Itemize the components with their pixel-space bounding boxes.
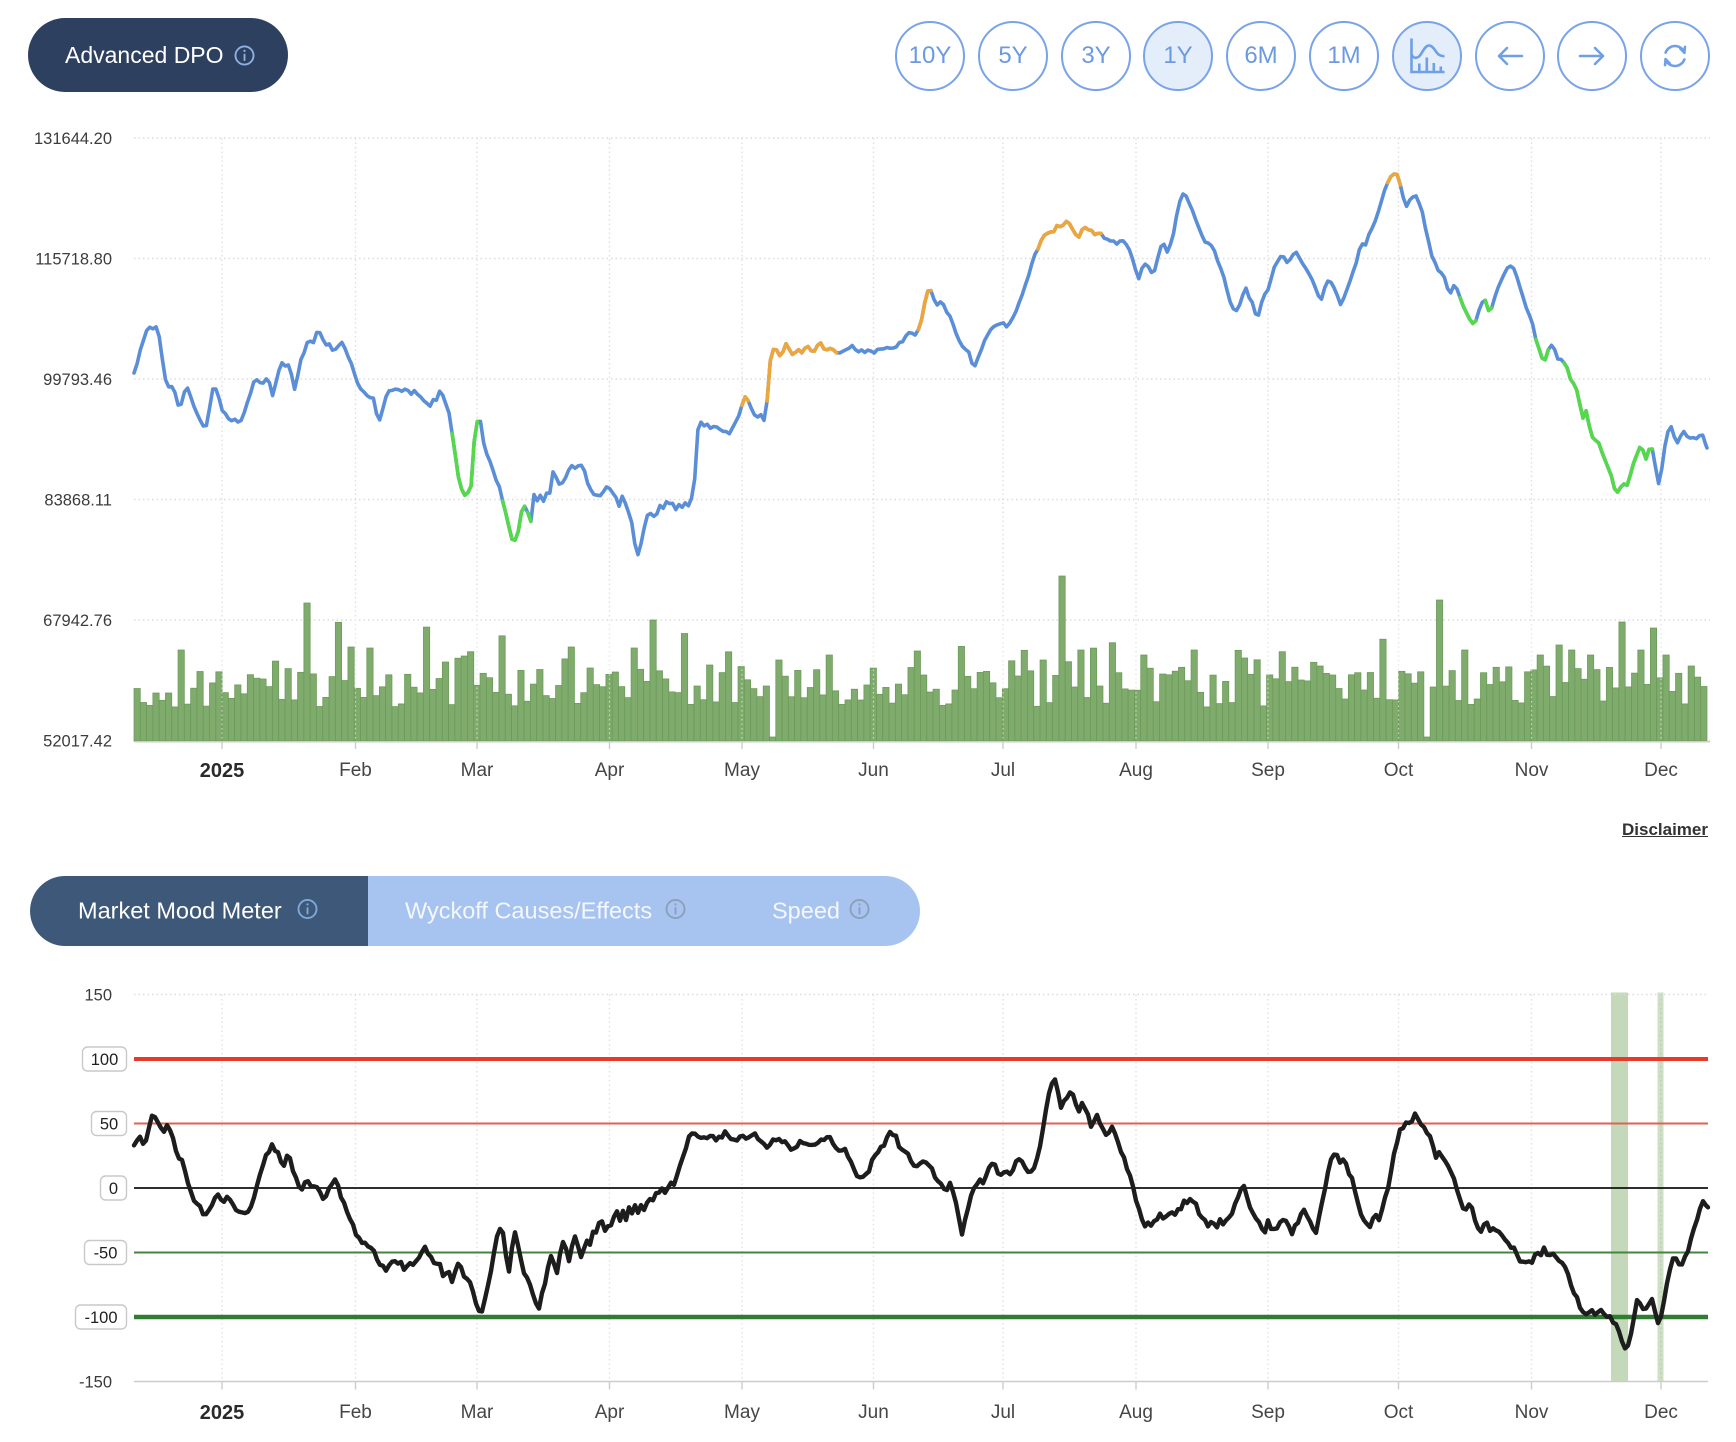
svg-text:150: 150 bbox=[84, 987, 112, 1005]
svg-text:Jul: Jul bbox=[991, 1402, 1015, 1423]
svg-text:Feb: Feb bbox=[339, 760, 372, 781]
svg-text:May: May bbox=[724, 1402, 760, 1423]
svg-text:Feb: Feb bbox=[339, 1402, 372, 1423]
svg-text:115718.80: 115718.80 bbox=[35, 251, 112, 269]
svg-text:Aug: Aug bbox=[1119, 760, 1153, 781]
svg-text:Jun: Jun bbox=[858, 760, 889, 781]
svg-text:Oct: Oct bbox=[1384, 760, 1414, 781]
svg-text:52017.42: 52017.42 bbox=[43, 733, 112, 751]
svg-text:67942.76: 67942.76 bbox=[43, 612, 112, 630]
svg-text:Jul: Jul bbox=[991, 760, 1015, 781]
svg-text:0: 0 bbox=[109, 1180, 118, 1198]
svg-text:Sep: Sep bbox=[1251, 760, 1285, 781]
svg-text:Apr: Apr bbox=[595, 760, 625, 781]
svg-text:Dec: Dec bbox=[1644, 760, 1678, 781]
svg-text:2025: 2025 bbox=[200, 760, 245, 782]
svg-text:2025: 2025 bbox=[200, 1402, 245, 1424]
svg-text:Sep: Sep bbox=[1251, 1402, 1285, 1423]
svg-text:-150: -150 bbox=[79, 1374, 112, 1392]
svg-text:83868.11: 83868.11 bbox=[44, 492, 112, 510]
svg-text:Mar: Mar bbox=[461, 1402, 494, 1423]
svg-text:Nov: Nov bbox=[1515, 760, 1549, 781]
svg-text:-50: -50 bbox=[94, 1245, 118, 1263]
svg-text:Dec: Dec bbox=[1644, 1402, 1678, 1423]
svg-text:-100: -100 bbox=[84, 1309, 117, 1327]
svg-text:Nov: Nov bbox=[1515, 1402, 1549, 1423]
svg-text:100: 100 bbox=[91, 1051, 119, 1069]
svg-text:99793.46: 99793.46 bbox=[43, 371, 112, 389]
svg-text:May: May bbox=[724, 760, 760, 781]
svg-text:Aug: Aug bbox=[1119, 1402, 1153, 1423]
svg-text:Mar: Mar bbox=[461, 760, 494, 781]
svg-text:Apr: Apr bbox=[595, 1402, 625, 1423]
svg-text:131644.20: 131644.20 bbox=[34, 130, 112, 148]
svg-text:Jun: Jun bbox=[858, 1402, 889, 1423]
svg-text:Oct: Oct bbox=[1384, 1402, 1414, 1423]
svg-text:50: 50 bbox=[100, 1116, 118, 1134]
